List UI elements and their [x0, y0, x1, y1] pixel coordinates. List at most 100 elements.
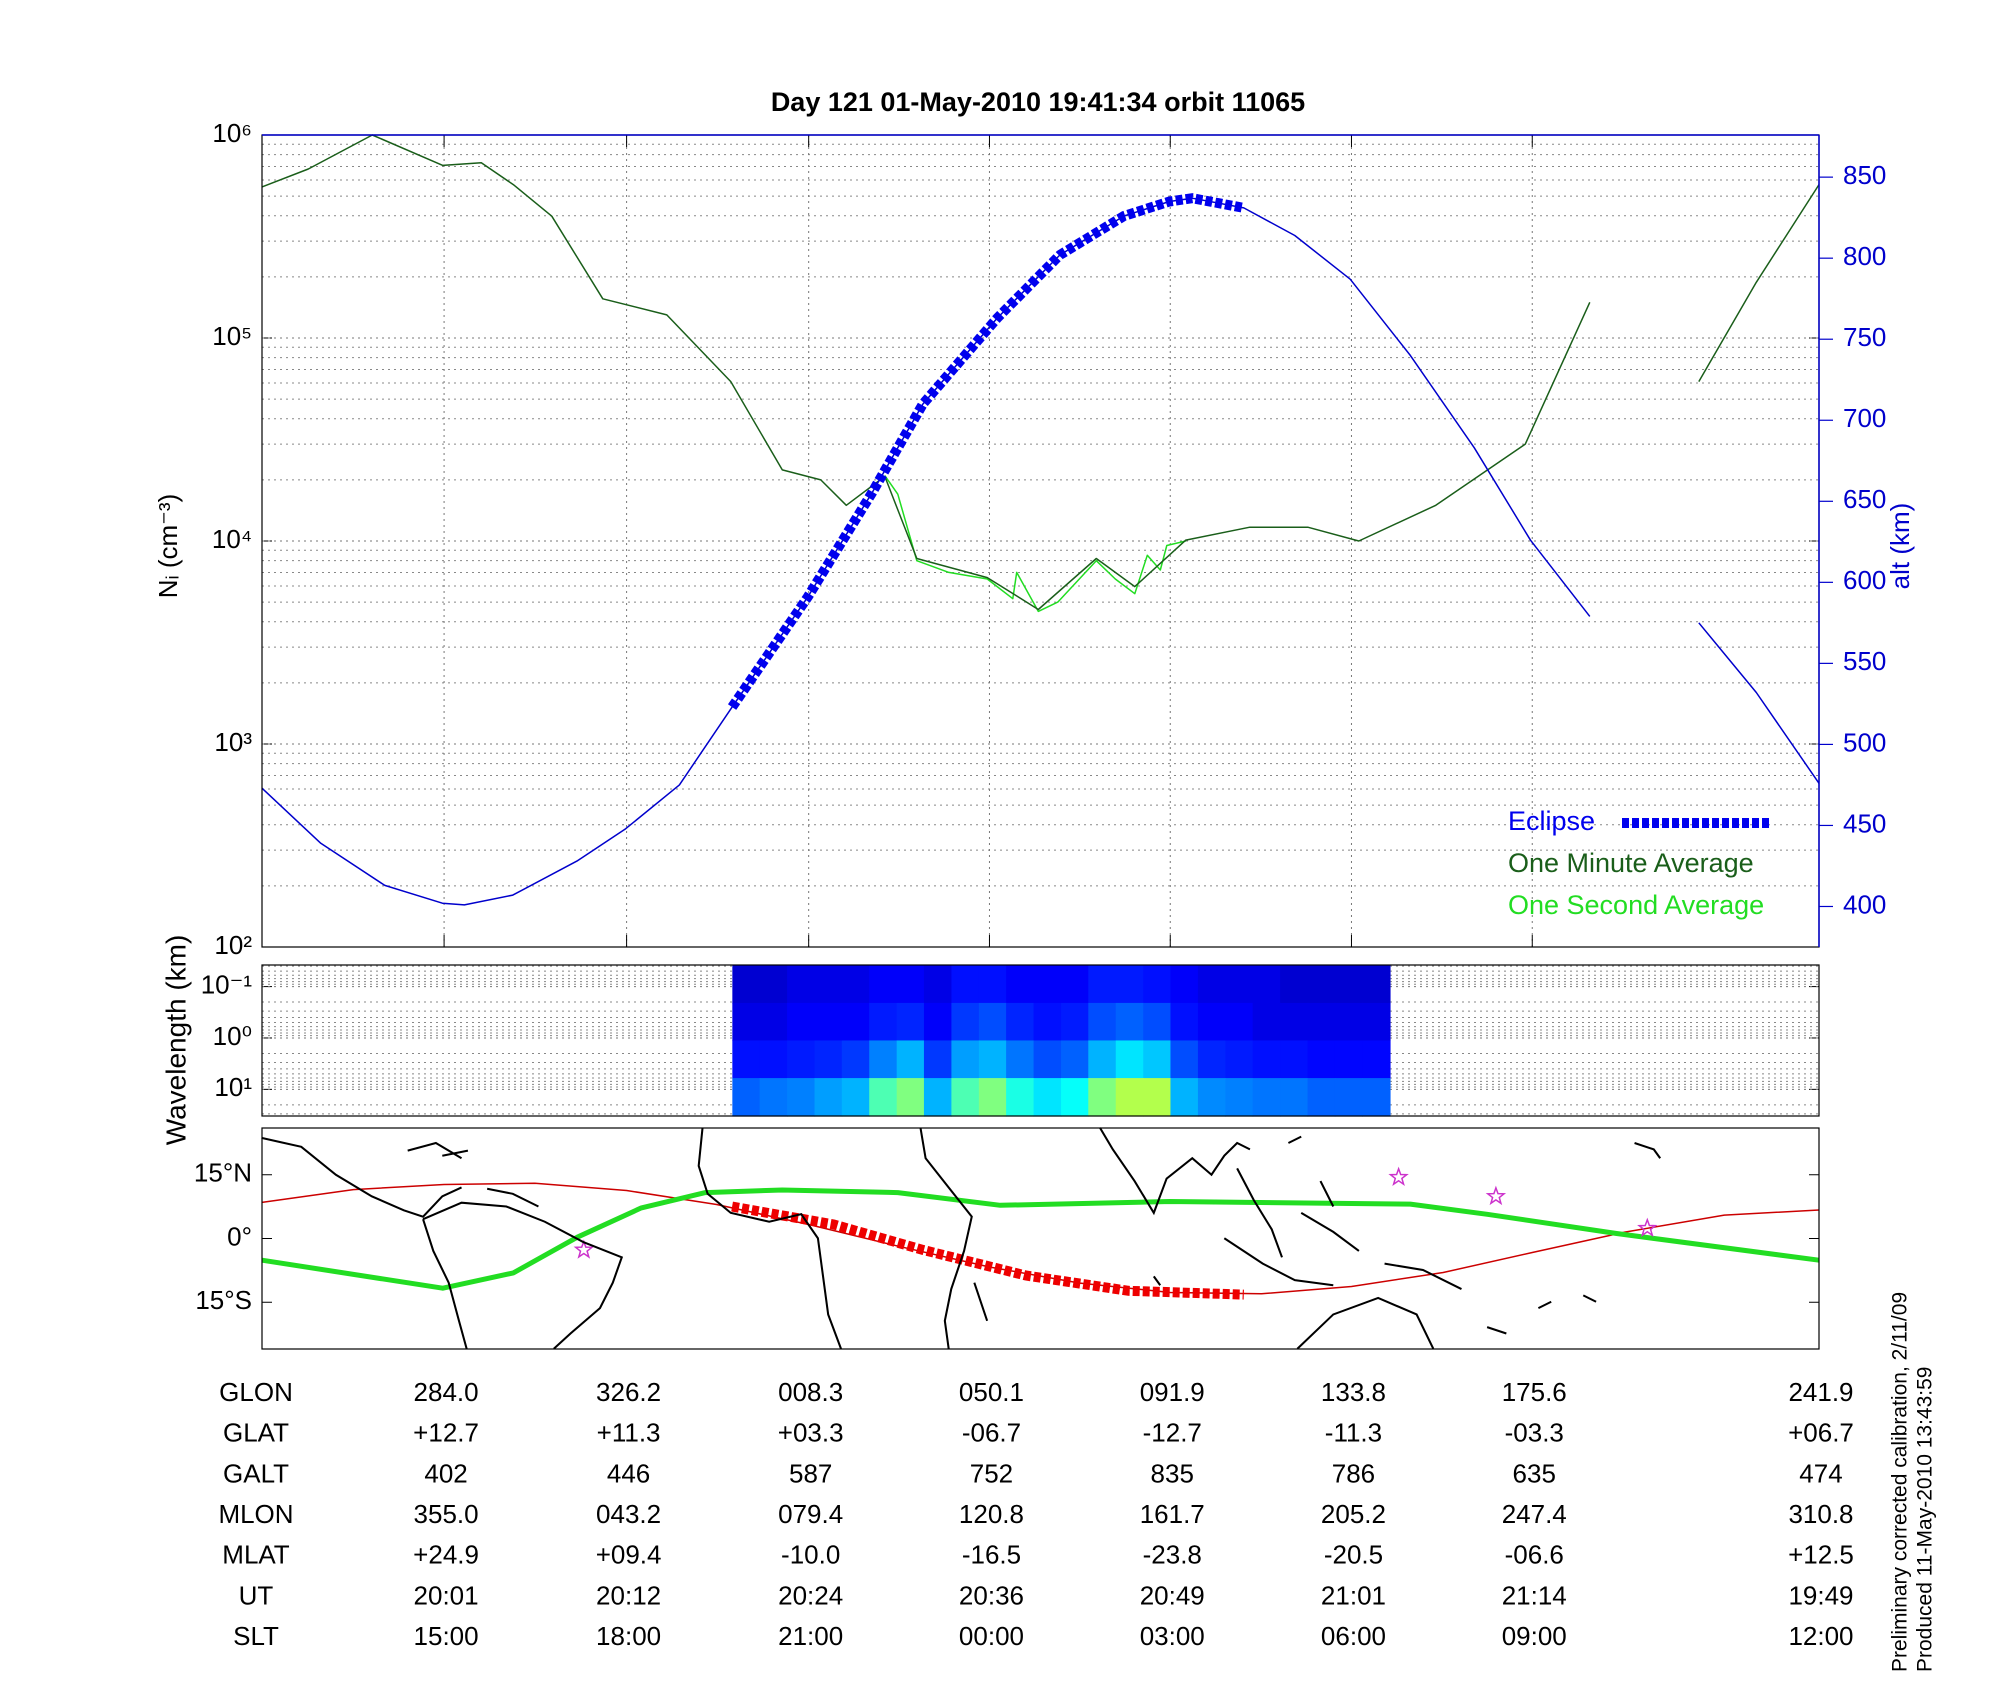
table-cell: +11.3	[597, 1418, 661, 1448]
heat-cell	[1143, 1002, 1172, 1042]
table-row-label: UT	[239, 1580, 274, 1610]
coastline	[422, 1201, 624, 1350]
heat-cell	[923, 1078, 953, 1117]
table-cell: 091.9	[1140, 1377, 1205, 1407]
heat-cell	[759, 1040, 788, 1079]
heat-cell	[1033, 1078, 1062, 1117]
heat-cell	[1143, 1040, 1172, 1079]
heat-cell	[814, 1002, 843, 1042]
table-cell: 19:49	[1788, 1580, 1853, 1610]
plot-frame	[261, 964, 1820, 1117]
heat-cell	[1252, 1002, 1281, 1042]
table-cell: 133.8	[1321, 1377, 1386, 1407]
heat-cell	[869, 965, 898, 1004]
table-cell: 18:00	[596, 1621, 661, 1651]
heat-cell	[869, 1002, 898, 1042]
heat-cell	[1362, 965, 1391, 1004]
y-tick-label: 10³	[214, 727, 252, 757]
map-series	[261, 1166, 1820, 1300]
heat-cell	[841, 965, 870, 1004]
table-cell: 635	[1513, 1458, 1556, 1488]
y-tick-label: 10⁶	[212, 118, 252, 148]
table-cell: 752	[970, 1458, 1013, 1488]
heat-cell	[1170, 1078, 1199, 1117]
heat-cell	[923, 1040, 953, 1079]
table-cell: 355.0	[414, 1499, 479, 1529]
table-cell: -03.3	[1505, 1418, 1564, 1448]
heat-cell	[1115, 1002, 1144, 1042]
heat-cell	[1033, 965, 1062, 1004]
y2-tick-label: 700	[1843, 403, 1886, 433]
track-line	[261, 1187, 1820, 1291]
table-row-label: MLAT	[222, 1540, 290, 1570]
table-cell: +03.3	[778, 1418, 844, 1448]
heat-cell	[841, 1078, 870, 1117]
heat-cell	[1362, 1078, 1391, 1117]
table-cell: 12:00	[1788, 1621, 1853, 1651]
series-line	[727, 193, 1245, 710]
table-cell: 050.1	[959, 1377, 1024, 1407]
heat-cell	[951, 1002, 980, 1042]
heat-cell	[759, 1078, 788, 1117]
heat-cell	[1033, 1040, 1062, 1079]
heat-cell	[896, 1002, 925, 1042]
table-cell: 587	[789, 1458, 832, 1488]
table-cell: 446	[607, 1458, 650, 1488]
heat-cell	[1170, 1040, 1199, 1079]
y2-tick-label: 450	[1843, 808, 1886, 838]
table-cell: 03:00	[1140, 1621, 1205, 1651]
y-tick-label: 10⁻¹	[201, 969, 253, 999]
heat-cell	[1006, 1040, 1035, 1079]
coastline	[697, 1127, 842, 1350]
heat-cell	[1115, 965, 1144, 1004]
heat-cell	[1225, 1078, 1254, 1117]
y2-tick-label: 850	[1843, 160, 1886, 190]
y2-tick-label: 600	[1843, 565, 1886, 595]
table-cell: 241.9	[1788, 1377, 1853, 1407]
y2-tick-label: 800	[1843, 241, 1886, 271]
heat-cell	[1061, 1040, 1089, 1079]
heat-cell	[1225, 965, 1254, 1004]
heat-cell	[1225, 1040, 1254, 1079]
heat-cell	[1280, 1002, 1309, 1042]
heat-cell	[732, 1002, 761, 1042]
footer-note: Produced 11-May-2010 13:43:59	[1914, 1367, 1937, 1672]
series-line	[261, 134, 1820, 611]
heat-cell	[1362, 1040, 1391, 1079]
table-cell: 21:01	[1321, 1580, 1386, 1610]
y-tick-label: 0°	[227, 1221, 252, 1251]
table-cell: 20:24	[778, 1580, 843, 1610]
heat-cell	[1088, 1040, 1117, 1079]
heat-cell	[787, 1002, 816, 1042]
table-cell: 21:00	[778, 1621, 843, 1651]
heat-cell	[896, 965, 925, 1004]
star-marker	[1388, 1166, 1409, 1186]
heat-cell	[896, 1078, 925, 1117]
coastline	[1223, 1167, 1597, 1350]
table-cell: 786	[1332, 1458, 1375, 1488]
table-cell: +06.7	[1788, 1418, 1854, 1448]
heat-cell	[1197, 1078, 1226, 1117]
table-cell: -20.5	[1324, 1540, 1383, 1570]
table-cell: 20:01	[414, 1580, 479, 1610]
heat-cell	[1280, 1078, 1309, 1117]
heat-cell	[1170, 965, 1199, 1004]
star-marker	[1485, 1185, 1507, 1206]
heat-cell	[1115, 1040, 1144, 1079]
heat-cell	[1280, 1040, 1309, 1079]
track-line	[261, 197, 1820, 906]
heat-cell	[1143, 965, 1172, 1004]
heat-cell	[923, 1002, 953, 1042]
heat-cell	[787, 1040, 816, 1079]
coastline	[1099, 1127, 1251, 1216]
heat-cell	[1170, 1002, 1199, 1042]
star-marker	[573, 1239, 594, 1259]
table-cell: 175.6	[1502, 1377, 1567, 1407]
heat-cell	[732, 965, 761, 1004]
heat-cell	[1334, 1002, 1363, 1042]
legend-label: Eclipse	[1508, 806, 1595, 836]
table-cell: 20:36	[959, 1580, 1024, 1610]
heat-cell	[978, 1078, 1007, 1117]
